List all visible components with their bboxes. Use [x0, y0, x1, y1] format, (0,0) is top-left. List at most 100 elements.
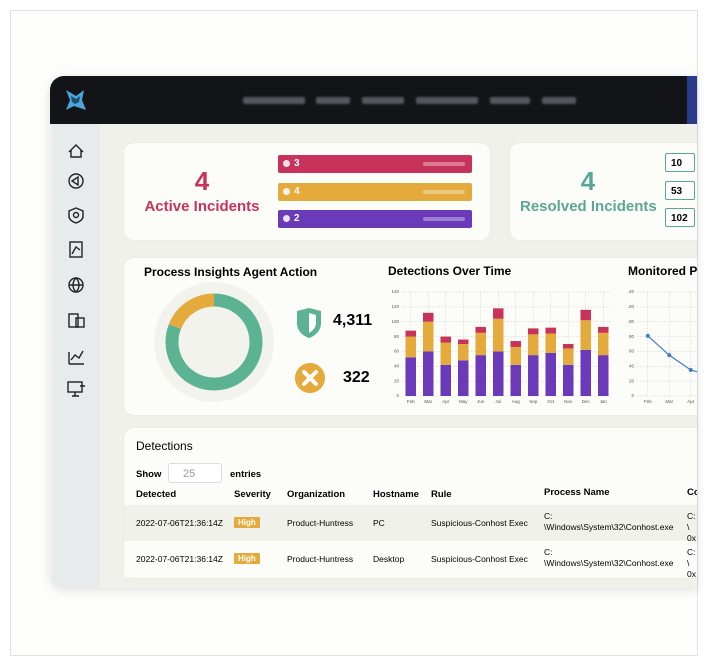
x-tick-label: Dec — [582, 399, 591, 404]
pill-track — [423, 217, 465, 221]
y-tick-label: 120 — [628, 304, 634, 309]
x-tick-label: Apr — [442, 399, 450, 404]
chart: 0 20 40 60 80 100 120 140 Feb Mar Apr — [628, 289, 697, 404]
bar-segment — [458, 339, 469, 344]
bar-segment — [580, 320, 591, 350]
table-cell: C: \Windows\System\32\Conhost.exe — [544, 511, 674, 532]
pill-track — [423, 162, 465, 166]
resolved-value: 10 — [665, 153, 695, 172]
shield-icon — [297, 308, 321, 338]
incident-pill[interactable]: 2 — [278, 210, 472, 228]
column-header: Organization — [287, 489, 346, 500]
y-tick-label: 20 — [394, 378, 400, 383]
line — [647, 335, 697, 373]
column-header: Co — [687, 487, 697, 498]
donut-segment — [165, 293, 263, 391]
bar-segment — [598, 332, 609, 356]
bar-segment — [493, 318, 504, 352]
donut-segment — [168, 293, 215, 330]
table-cell: Product-Huntress — [287, 554, 354, 564]
bar-segment — [563, 364, 574, 396]
x-tick-label: Feb — [644, 399, 652, 404]
table-title: Detections — [136, 439, 193, 453]
bar-segment — [405, 336, 416, 358]
y-tick-label: 0 — [631, 393, 634, 398]
column-header: Detected — [136, 489, 177, 500]
nav-item[interactable] — [362, 97, 404, 104]
bar-segment — [458, 344, 469, 361]
x-tick-label: Apr — [687, 399, 695, 404]
incident-pill[interactable]: 4 — [278, 182, 472, 201]
pill-value: 2 — [294, 213, 300, 224]
bar-segment — [423, 321, 434, 352]
pill-value: 3 — [294, 158, 300, 169]
incident-count: 4 — [194, 166, 210, 196]
table-cell: C: \ 0x — [687, 547, 696, 579]
nav-item[interactable] — [316, 97, 350, 104]
bar-segment — [598, 355, 609, 396]
page-size-select[interactable]: 25 — [168, 463, 222, 483]
nav-item[interactable] — [416, 97, 478, 104]
table-cell: PC — [373, 518, 385, 528]
point — [688, 368, 693, 372]
column-header: Severity — [234, 489, 271, 500]
x-tick-label: Jan — [600, 399, 608, 404]
resolved-label: Resolved Incidents — [520, 198, 657, 215]
bar-segment — [528, 334, 539, 356]
blocked-count: 322 — [343, 369, 370, 386]
entries-label: entries — [230, 469, 262, 480]
table-cell: Desktop — [373, 554, 405, 564]
bar-segment — [545, 327, 556, 334]
column-header: Process Name — [544, 487, 610, 498]
bar-segment — [563, 348, 574, 365]
severity-badge: High — [234, 553, 260, 564]
y-tick-label: 80 — [629, 334, 635, 339]
pill-icon — [283, 187, 290, 195]
bar-segment — [405, 330, 416, 337]
sidebar-icons[interactable] — [52, 124, 100, 424]
y-tick-label: 60 — [394, 349, 400, 354]
logo — [66, 90, 86, 110]
incident-pill[interactable]: 3 — [278, 155, 472, 173]
y-tick-label: 40 — [394, 363, 400, 368]
nav-item[interactable] — [243, 97, 305, 104]
y-tick-label: 0 — [396, 393, 399, 398]
table-cell: Suspicious-Conhost Exec — [431, 554, 528, 564]
x-tick-label: Mar — [665, 399, 673, 404]
bar-segment — [510, 346, 521, 365]
y-tick-label: 120 — [391, 304, 399, 309]
x-tick-label: Jun — [477, 399, 485, 404]
x-tick-label: Feb — [407, 399, 415, 404]
nav-item[interactable] — [542, 97, 576, 104]
x-tick-label: Aug — [512, 399, 521, 404]
table-cell: C: \Windows\System\32\Conhost.exe — [544, 547, 674, 568]
bar-segment — [510, 341, 521, 347]
table-cell: 2022-07-06T21:36:14Z — [136, 518, 223, 528]
bar-segment — [528, 328, 539, 335]
severity-badge: High — [234, 517, 260, 528]
table-cell: C: \ 0x — [687, 511, 696, 543]
bar-segment — [458, 360, 469, 396]
page-size: 25 — [183, 468, 196, 480]
column-header: Rule — [431, 489, 452, 500]
pill-icon — [283, 160, 290, 167]
nav-item[interactable] — [490, 97, 530, 104]
bar-segment — [598, 326, 609, 333]
y-tick-label: 100 — [391, 319, 399, 324]
x-tick-label: Nov — [564, 399, 573, 404]
bar-segment — [475, 355, 486, 396]
resolved-count: 4 — [580, 166, 596, 196]
bar-segment — [440, 364, 451, 396]
table-row — [124, 505, 697, 541]
bar-segment — [545, 333, 556, 353]
y-tick-label: 20 — [629, 378, 635, 383]
bar-segment — [510, 364, 521, 396]
bar-segment — [440, 342, 451, 365]
chart-title: Detections Over Time — [388, 264, 512, 278]
blocked-x — [302, 370, 318, 386]
section-title: Process Insights Agent Action — [144, 265, 318, 279]
incident-label: Active Incidents — [144, 198, 260, 215]
app-window: 4 Active Incidents 3 4 2 4 Resolved Incidents 1… — [50, 76, 697, 588]
bar-segment — [475, 326, 486, 333]
